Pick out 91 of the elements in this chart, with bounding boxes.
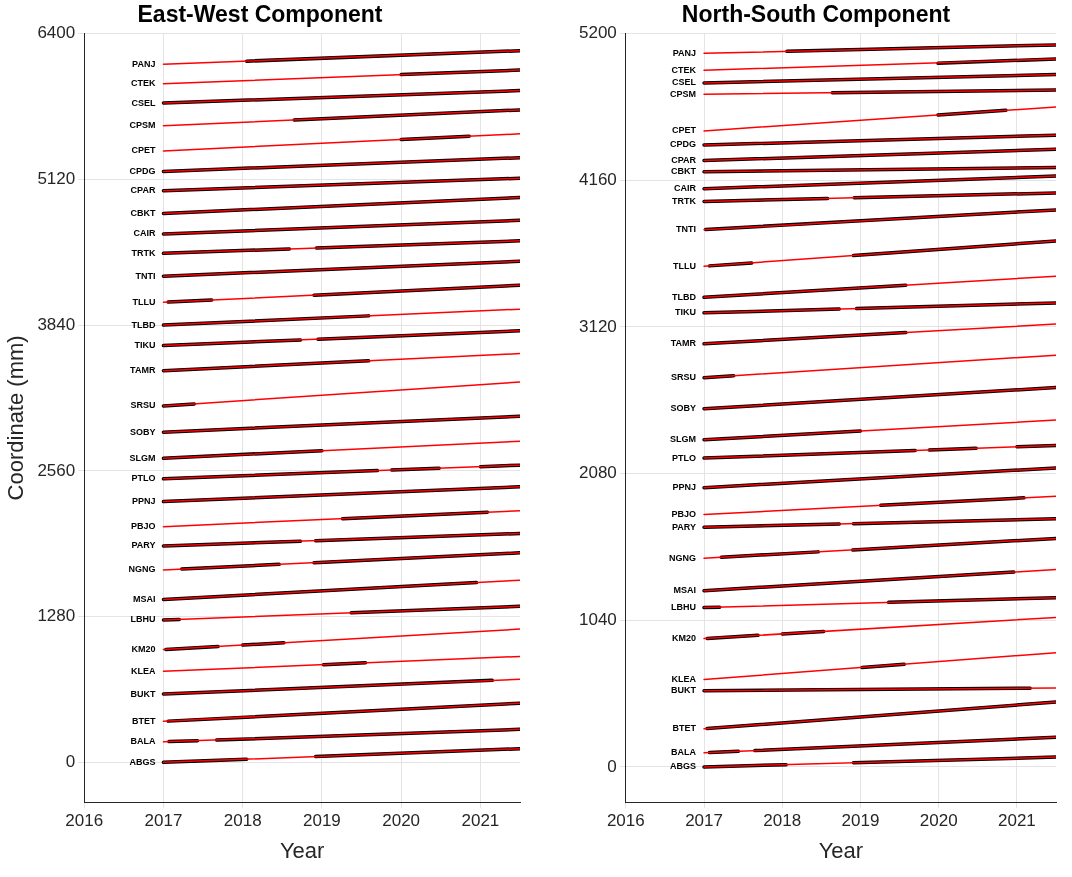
series-label: TRTK [131, 247, 156, 258]
series-label: BUKT [130, 688, 156, 699]
chart-title: North-South Component [681, 1, 951, 28]
series-label: TAMR [130, 365, 156, 376]
series-label: LBHU [671, 602, 697, 613]
series-label: TLBD [131, 319, 156, 330]
y-tick-label: 0 [65, 752, 76, 772]
series-label: TIKU [675, 307, 697, 318]
series-label: SRSU [130, 400, 156, 411]
series-label: PARY [672, 521, 697, 532]
series-label: BALA [671, 747, 697, 758]
series-label: PTLO [131, 473, 156, 484]
series-label: TAMR [670, 338, 697, 349]
x-tick-label: 2017 [144, 811, 183, 831]
y-axis-title: Coordinate (mm) [3, 335, 29, 501]
series-label: PANJ [132, 58, 156, 69]
x-tick-label: 2018 [763, 811, 802, 831]
x-tick-label: 2018 [223, 811, 262, 831]
series-label: TRTK [672, 195, 697, 206]
series-label: MSAI [132, 594, 156, 604]
series-label: NGNG [669, 552, 697, 563]
series-label: PTLO [672, 452, 697, 463]
series-label: CPET [131, 145, 156, 156]
series-label: CAIR [674, 183, 697, 194]
series-label: BTET [131, 715, 156, 726]
x-tick-label: 2020 [919, 811, 958, 831]
series-label: TNTI [676, 224, 697, 235]
series-label: LBHU [130, 614, 156, 625]
series-label: CTEK [130, 78, 156, 89]
x-tick-label: 2019 [841, 811, 880, 831]
y-tick-label: 6400 [37, 23, 76, 43]
series-label: PBJO [671, 508, 697, 519]
series-label: ABGS [670, 761, 697, 772]
y-tick-label: 3120 [578, 316, 617, 336]
series-label: SOBY [129, 426, 156, 437]
x-axis-title: Year [279, 837, 325, 863]
series-label: CPDG [670, 139, 697, 150]
series-label: SLGM [129, 452, 156, 463]
y-tick-label: 0 [607, 756, 617, 776]
x-tick-label: 2019 [303, 811, 341, 831]
x-tick-label: 2017 [685, 811, 723, 831]
series-label: BUKT [671, 685, 697, 696]
series-label: CSEL [672, 77, 697, 88]
series-label: PBJO [130, 521, 156, 532]
series-label: PPNJ [131, 496, 156, 507]
series-label: TLLU [132, 296, 156, 307]
series-label: PPNJ [672, 482, 697, 493]
series-label: TLBD [672, 291, 697, 302]
series-label: TLLU [673, 260, 697, 271]
series-label: TIKU [134, 340, 156, 351]
y-tick-label: 1280 [37, 606, 76, 626]
y-tick-label: 2560 [37, 460, 76, 480]
series-label: CPAR [671, 155, 697, 166]
x-tick-label: 2021 [461, 811, 500, 831]
y-tick-label: 3840 [37, 314, 76, 334]
y-tick-label: 5200 [578, 23, 617, 43]
series-label: CPSM [670, 88, 697, 99]
x-tick-label: 2020 [382, 811, 421, 831]
x-tick-label: 2021 [997, 811, 1036, 831]
series-label: MSAI [673, 585, 697, 596]
x-tick-label: 2016 [65, 811, 104, 831]
chart-title: East-West Component [137, 1, 383, 28]
series-label: NGNG [128, 564, 156, 575]
x-tick-label: 2016 [606, 811, 645, 831]
series-label: KLEA [130, 665, 156, 676]
series-label: PANJ [672, 47, 697, 58]
series-label: CPAR [130, 185, 156, 196]
y-tick-label: 1040 [578, 609, 617, 629]
series-label: BALA [130, 736, 156, 747]
series-label: CPSM [129, 120, 156, 131]
series-label: CPET [672, 125, 697, 136]
series-label: KLEA [671, 673, 697, 684]
series-label: SLGM [670, 434, 697, 445]
series-label: BTET [672, 723, 697, 734]
y-tick-label: 2080 [578, 463, 617, 483]
series-label: PARY [131, 540, 156, 551]
series-label: CSEL [131, 97, 156, 108]
x-axis-title: Year [818, 837, 864, 863]
series-label: KM20 [131, 644, 156, 655]
y-tick-label: 5120 [37, 169, 76, 189]
series-label: TNTI [135, 270, 156, 281]
series-label: SRSU [671, 372, 697, 383]
series-label: CBKT [671, 166, 697, 177]
series-label: CTEK [671, 64, 697, 75]
y-tick-label: 4160 [578, 169, 617, 189]
series-label: ABGS [129, 756, 156, 767]
series-label: CAIR [133, 228, 156, 239]
series-label: CPDG [129, 165, 156, 176]
series-label: CBKT [130, 207, 156, 218]
series-label: SOBY [670, 403, 697, 414]
series-label: KM20 [672, 633, 697, 644]
